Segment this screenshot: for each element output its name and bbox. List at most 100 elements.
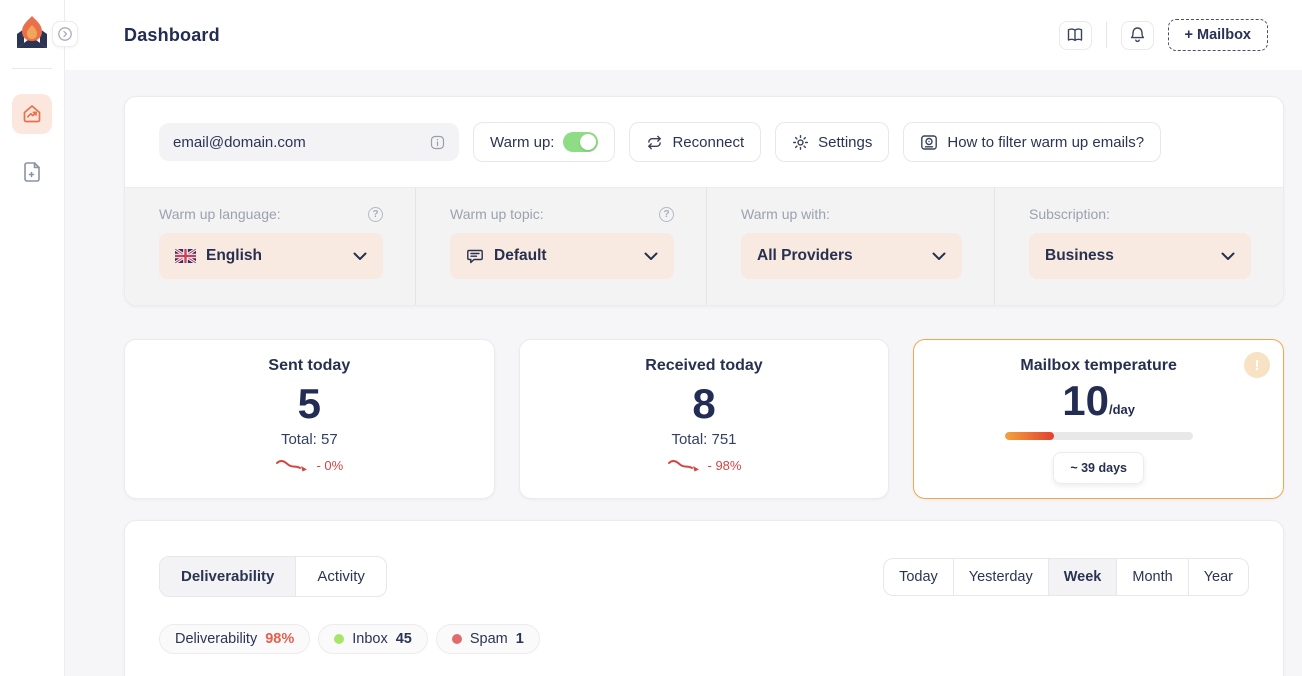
sidebar-item-add-mailbox[interactable] [12, 152, 52, 192]
home-trend-icon [21, 103, 43, 125]
main-content: email@domain.com Warm up: [65, 70, 1302, 676]
sidebar-nav [0, 94, 64, 192]
settings-label: Settings [818, 133, 873, 151]
sent-today-trend-text: - 0% [316, 457, 344, 473]
howto-filter-button[interactable]: How to filter warm up emails? [903, 122, 1162, 162]
period-week[interactable]: Week [1047, 558, 1117, 595]
warmup-language-column: Warm up language: ? English [125, 188, 415, 305]
warmup-topic-select[interactable]: Default [450, 233, 674, 279]
temperature-unit: /day [1109, 402, 1136, 418]
subscription-label: Subscription: [1029, 206, 1110, 222]
chat-bubble-icon [466, 248, 484, 265]
warmup-with-select[interactable]: All Providers [741, 233, 962, 279]
sidebar-collapse-button[interactable] [52, 21, 78, 47]
tab-activity[interactable]: Activity [295, 557, 386, 596]
inbox-dot-icon [334, 634, 345, 644]
deliverability-badge-label: Deliverability [175, 631, 258, 647]
app-logo flame-mail-logo [12, 12, 52, 54]
deliverability-badge[interactable]: Deliverability 98% [159, 624, 311, 654]
period-year[interactable]: Year [1187, 558, 1248, 595]
warmup-language-label: Warm up language: [159, 206, 281, 222]
inbox-badge-label: Inbox [352, 631, 388, 647]
spam-badge[interactable]: Spam 1 [435, 624, 540, 654]
warmup-language-value: English [206, 247, 262, 264]
temperature-value-row: 10 /day [914, 377, 1283, 424]
docs-button[interactable] [1058, 20, 1092, 50]
received-today-trend: - 98% [520, 457, 889, 473]
file-plus-icon [21, 161, 43, 183]
warmup-language-select[interactable]: English [159, 233, 383, 279]
tab-deliverability[interactable]: Deliverability [160, 557, 296, 596]
inbox-badge[interactable]: Inbox 45 [318, 624, 428, 654]
warmup-settings-band: Warm up language: ? English [125, 187, 1283, 305]
stats-row: Sent today 5 Total: 57 - 0% Received tod… [124, 339, 1284, 499]
reconnect-button[interactable]: Reconnect [629, 122, 762, 162]
spam-badge-value: 1 [515, 631, 524, 647]
bell-icon [1129, 26, 1146, 44]
subscription-value: Business [1045, 247, 1114, 264]
subscription-select[interactable]: Business [1029, 233, 1251, 279]
mailbox-temperature-title: Mailbox temperature [1020, 357, 1177, 374]
add-mailbox-button[interactable]: + Mailbox [1167, 19, 1268, 51]
down-trend-arrow-icon [667, 457, 703, 473]
analytics-header: Deliverability Activity Today Yesterday … [159, 556, 1249, 597]
sidebar [0, 0, 65, 676]
mailbox-temperature-card: ! Mailbox temperature 10 /day ~ 39 days [913, 339, 1284, 499]
warmup-with-label: Warm up with: [741, 206, 830, 222]
warmup-toggle-control[interactable]: Warm up: [473, 122, 616, 162]
video-tutorial-icon [920, 134, 938, 151]
sent-today-value: 5 [297, 380, 321, 427]
spam-badge-label: Spam [469, 631, 508, 647]
period-today[interactable]: Today [899, 568, 938, 585]
uk-flag-icon [175, 249, 196, 263]
subscription-column: Subscription: Business [994, 188, 1283, 305]
reconnect-label: Reconnect [672, 133, 745, 151]
warmup-with-column: Warm up with: All Providers [706, 188, 994, 305]
warmup-topic-label: Warm up topic: [450, 206, 544, 222]
email-input[interactable]: email@domain.com [159, 123, 459, 161]
received-today-trend-text: - 98% [707, 457, 742, 473]
howto-filter-label: How to filter warm up emails? [947, 133, 1145, 151]
chevron-down-icon [932, 252, 946, 261]
temperature-progress-fill [1004, 432, 1054, 441]
temperature-value: 10 [1062, 377, 1109, 424]
temperature-progress-track [1004, 432, 1193, 441]
chevron-down-icon [1221, 252, 1235, 261]
mailbox-control-card: email@domain.com Warm up: [124, 96, 1284, 306]
warmup-topic-value: Default [494, 247, 547, 264]
sidebar-item-dashboard[interactable] [12, 94, 52, 134]
received-today-total: Total: 751 [671, 431, 737, 449]
header-divider [1105, 22, 1107, 48]
warmup-topic-column: Warm up topic: ? Default [415, 188, 706, 305]
chevron-down-icon [644, 252, 658, 261]
sent-today-card: Sent today 5 Total: 57 - 0% [124, 339, 495, 499]
top-header: Dashboard + Mailbox [65, 0, 1302, 70]
warmup-label: Warm up: [490, 133, 555, 151]
question-circle-icon[interactable]: ? [659, 206, 674, 222]
received-today-value: 8 [692, 380, 716, 427]
inbox-badge-value: 45 [395, 631, 412, 647]
sent-today-trend: - 0% [125, 457, 494, 473]
header-actions: + Mailbox [1058, 19, 1268, 51]
analytics-tabs: Deliverability Activity [159, 556, 387, 597]
alert-exclamation-icon[interactable]: ! [1243, 352, 1270, 378]
analytics-card: Deliverability Activity Today Yesterday … [124, 520, 1284, 676]
warmup-toggle[interactable] [563, 132, 599, 152]
received-today-card: Received today 8 Total: 751 - 98% [518, 339, 890, 499]
sync-icon [646, 134, 663, 151]
deliverability-badge-value: 98% [265, 631, 295, 647]
question-circle-icon[interactable]: ? [368, 206, 383, 222]
chevron-down-icon [353, 252, 367, 261]
down-trend-arrow-icon [275, 457, 311, 473]
info-square-icon[interactable] [430, 135, 445, 150]
notifications-button[interactable] [1120, 20, 1154, 50]
sent-today-total: Total: 57 [280, 431, 338, 449]
settings-button[interactable]: Settings [775, 122, 890, 162]
period-month[interactable]: Month [1116, 558, 1187, 595]
period-selector: Today Yesterday Week Month Year [883, 557, 1249, 596]
page-title: Dashboard [124, 24, 220, 45]
add-mailbox-label: + Mailbox [1184, 27, 1251, 43]
gear-icon [792, 134, 809, 151]
temperature-eta-badge: ~ 39 days [1053, 452, 1144, 485]
period-yesterday[interactable]: Yesterday [952, 558, 1048, 595]
